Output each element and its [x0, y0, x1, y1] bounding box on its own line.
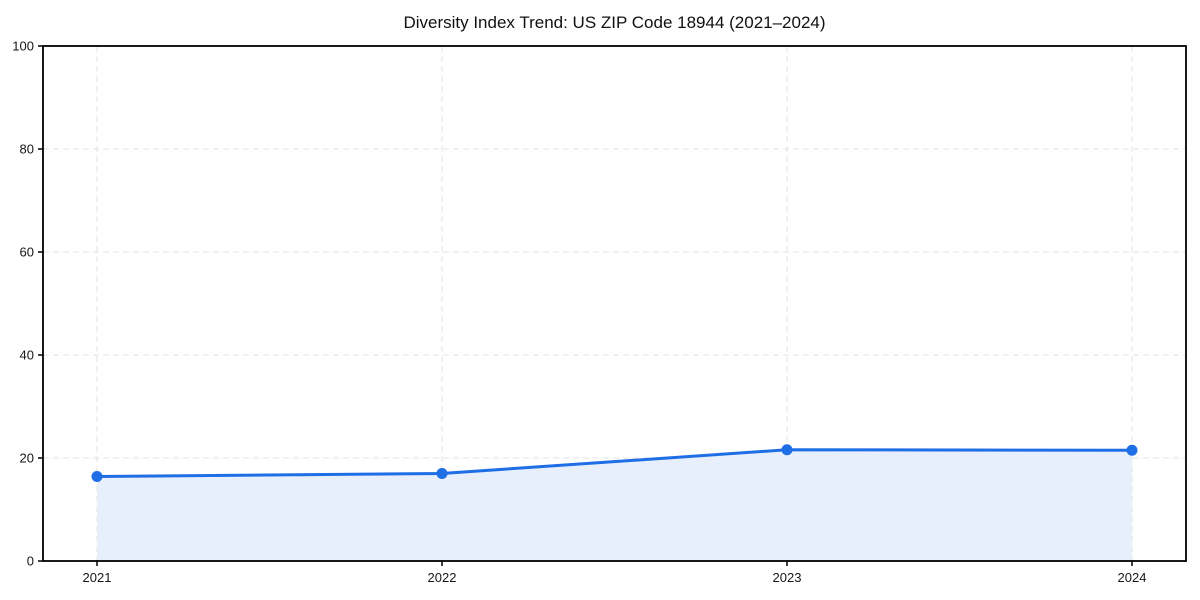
plot-frame — [42, 45, 1187, 562]
axis-tick-labels: 0 20 40 60 80 100 2021 2022 2023 2024 — [12, 39, 1146, 586]
y-tick-label: 100 — [12, 39, 34, 54]
y-tick-label: 80 — [20, 142, 34, 157]
y-tick-label: 40 — [20, 348, 34, 363]
data-point-marker — [781, 444, 793, 456]
x-tick-label: 2022 — [428, 570, 457, 585]
y-tick-label: 0 — [27, 554, 34, 569]
data-point-marker — [91, 471, 103, 483]
x-tick-label: 2021 — [83, 570, 112, 585]
data-point-markers — [91, 444, 1138, 483]
trend-line — [95, 448, 1134, 479]
chart-title: Diversity Index Trend: US ZIP Code 18944… — [403, 13, 826, 32]
area-fill — [97, 449, 1132, 561]
y-tick-label: 60 — [20, 245, 34, 260]
x-tick-label: 2023 — [773, 570, 802, 585]
axis-ticks — [38, 45, 1133, 566]
y-tick-label: 20 — [20, 451, 34, 466]
x-tick-label: 2024 — [1118, 570, 1147, 585]
data-point-marker — [436, 467, 448, 479]
data-point-marker — [1126, 444, 1138, 456]
